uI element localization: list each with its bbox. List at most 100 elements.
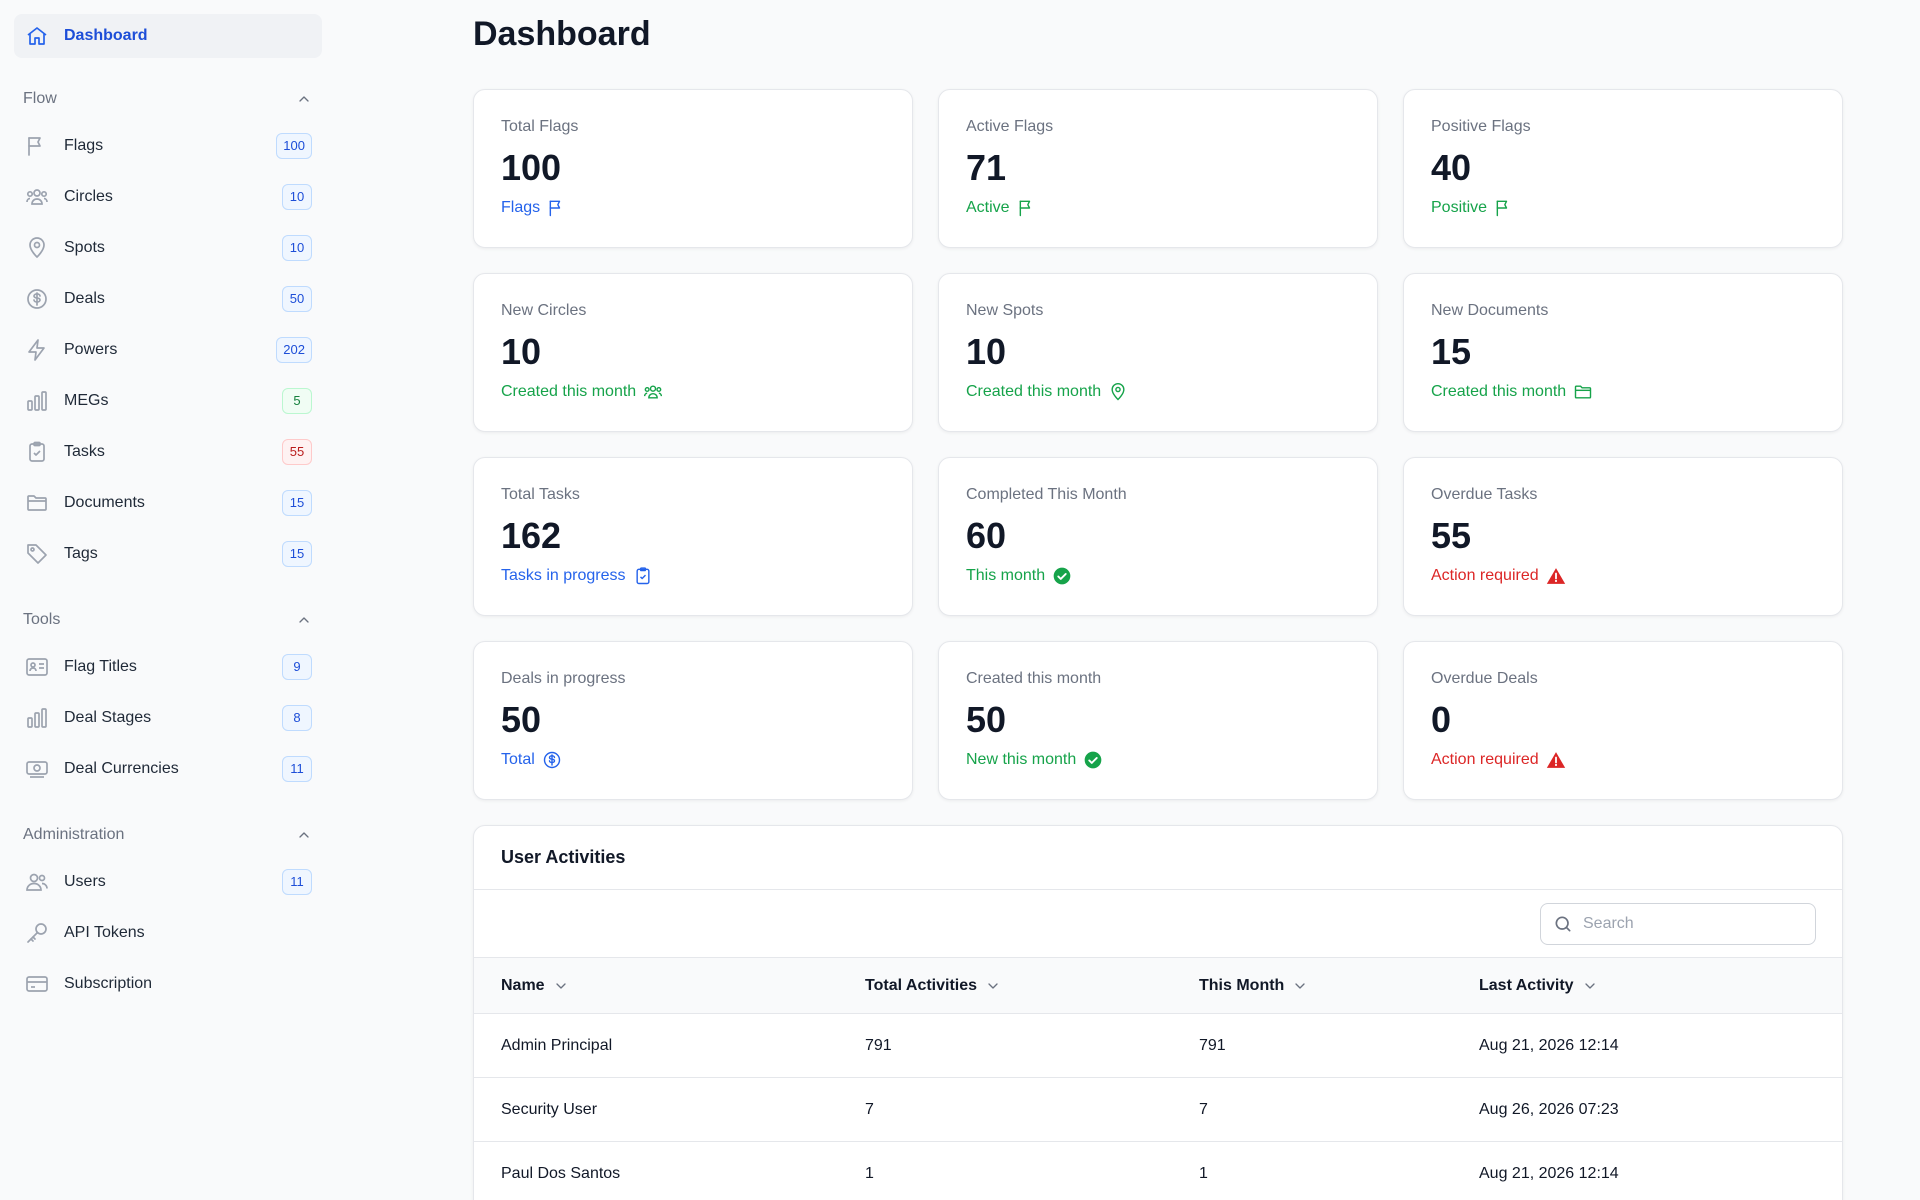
sidebar-item-circles[interactable]: Circles 10	[14, 171, 322, 222]
stat-card-new-spots: New Spots 10 Created this month	[938, 273, 1378, 432]
table-header: Name Total Activities This Month Last Activ…	[474, 958, 1842, 1014]
chevron-up-icon	[296, 612, 312, 628]
stat-card-deals-in-progress: Deals in progress 50 Total	[473, 641, 913, 800]
stat-footer-text: Positive	[1431, 199, 1488, 216]
main-content: Dashboard Total Flags 100 Flags Active Flag…	[473, 0, 1843, 1200]
banknote-icon	[24, 756, 50, 782]
sidebar-item-label: Deal Stages	[64, 708, 152, 726]
sidebar-section-title: Tools	[23, 611, 61, 628]
folder-icon	[1573, 382, 1593, 402]
folder-icon	[24, 490, 50, 516]
stat-value: 162	[501, 515, 562, 556]
sidebar-item-deal-stages[interactable]: Deal Stages 8	[14, 692, 322, 743]
sidebar-item-flag-titles[interactable]: Flag Titles 9	[14, 641, 322, 692]
count-badge: 100	[276, 132, 312, 159]
warning-icon	[1546, 750, 1566, 770]
stat-footer-text: Action required	[1431, 751, 1539, 768]
stat-footer-text: This month	[966, 567, 1046, 584]
sidebar-item-tags[interactable]: Tags 15	[14, 528, 322, 579]
flag-icon	[24, 133, 50, 159]
sidebar-item-api-tokens[interactable]: API Tokens	[14, 907, 322, 958]
stat-footer: Positive	[1431, 198, 1815, 218]
sidebar-item-label: Deals	[64, 289, 105, 307]
table-cell: 7	[865, 1100, 874, 1118]
sidebar-item-documents[interactable]: Documents 15	[14, 477, 322, 528]
count-badge: 11	[282, 755, 312, 782]
stat-footer: Active	[966, 198, 1350, 218]
stat-value: 100	[501, 147, 562, 188]
stat-footer: Tasks in progress	[501, 566, 885, 586]
credit-card-icon	[24, 971, 50, 997]
table-cell: Aug 26, 2026 07:23	[1479, 1100, 1619, 1118]
sidebar-item-label: Flag Titles	[64, 657, 137, 675]
stat-title: Positive Flags	[1431, 118, 1531, 135]
stat-footer-text: New this month	[966, 751, 1077, 768]
column-header-label: Last Activity	[1479, 976, 1574, 994]
sidebar-item-subscription[interactable]: Subscription	[14, 958, 322, 1009]
stat-title: Completed This Month	[966, 486, 1127, 503]
users-group-icon	[643, 382, 663, 402]
sidebar-item-label: Users	[64, 872, 106, 890]
search-box[interactable]	[1540, 902, 1816, 945]
column-header-total-activities[interactable]: Total Activities	[865, 977, 1199, 995]
bar-chart-icon	[24, 705, 50, 731]
table-cell: 1	[1199, 1164, 1208, 1182]
search-input[interactable]	[1583, 914, 1783, 933]
page-title: Dashboard	[473, 15, 651, 53]
table-row[interactable]: Security User 7 7 Aug 26, 2026 07:23	[474, 1078, 1842, 1142]
stat-footer-text: Tasks in progress	[501, 567, 626, 584]
sidebar-section-toggle[interactable]: Administration	[14, 814, 322, 856]
users-icon	[24, 869, 50, 895]
bar-chart-icon	[24, 388, 50, 414]
stat-footer-text: Created this month	[966, 383, 1102, 400]
sidebar-item-powers[interactable]: Powers 202	[14, 324, 322, 375]
column-header-this-month[interactable]: This Month	[1199, 977, 1479, 995]
table-row[interactable]: Admin Principal 791 791 Aug 21, 2026 12:14	[474, 1014, 1842, 1078]
column-header-last-activity[interactable]: Last Activity	[1479, 977, 1779, 995]
stat-title: Active Flags	[966, 118, 1054, 135]
table-row[interactable]: Paul Dos Santos 1 1 Aug 21, 2026 12:14	[474, 1142, 1842, 1200]
stat-footer: Flags	[501, 198, 885, 218]
stat-value: 10	[501, 331, 542, 372]
sidebar-section-title: Administration	[23, 826, 125, 843]
sidebar-section-flow: Flow Flags 100 Circles 10 Spots 10 Deals 50 Power…	[14, 78, 322, 579]
sidebar-item-megs[interactable]: MEGs 5	[14, 375, 322, 426]
count-badge: 8	[282, 704, 312, 731]
count-badge: 55	[282, 438, 312, 465]
chevron-up-icon	[296, 827, 312, 843]
count-badge: 15	[282, 540, 312, 567]
stat-footer-text: Flags	[501, 199, 541, 216]
sidebar-section-toggle[interactable]: Tools	[14, 599, 322, 641]
dollar-circle-icon	[24, 286, 50, 312]
id-card-icon	[24, 654, 50, 680]
sidebar-item-flags[interactable]: Flags 100	[14, 120, 322, 171]
warning-icon	[1546, 566, 1566, 586]
sidebar-item-dashboard[interactable]: Dashboard	[14, 14, 322, 58]
column-header-label: Name	[501, 976, 545, 994]
column-header-name[interactable]: Name	[501, 977, 865, 995]
stat-value: 55	[1431, 515, 1472, 556]
count-badge: 202	[276, 336, 312, 363]
sidebar-item-deals[interactable]: Deals 50	[14, 273, 322, 324]
home-icon	[24, 23, 50, 49]
stat-card-completed-this-month: Completed This Month 60 This month	[938, 457, 1378, 616]
sidebar-section-toggle[interactable]: Flow	[14, 78, 322, 120]
clipboard-icon	[633, 566, 653, 586]
stats-grid: Total Flags 100 Flags Active Flags 71 Active P…	[473, 89, 1843, 800]
stat-footer-text: Active	[966, 199, 1010, 216]
stat-card-total-tasks: Total Tasks 162 Tasks in progress	[473, 457, 913, 616]
stat-footer: Created this month	[966, 382, 1350, 402]
sidebar-item-tasks[interactable]: Tasks 55	[14, 426, 322, 477]
table-cell: Aug 21, 2026 12:14	[1479, 1164, 1619, 1182]
chevron-down-icon	[977, 978, 1001, 994]
stat-value: 60	[966, 515, 1007, 556]
sidebar-item-users[interactable]: Users 11	[14, 856, 322, 907]
sidebar-item-deal-currencies[interactable]: Deal Currencies 11	[14, 743, 322, 794]
check-circle-icon	[1052, 566, 1072, 586]
flag-icon	[547, 198, 567, 218]
table-cell: Security User	[501, 1100, 598, 1118]
check-circle-icon	[1083, 750, 1103, 770]
table-cell: Admin Principal	[501, 1036, 613, 1054]
sidebar-item-spots[interactable]: Spots 10	[14, 222, 322, 273]
stat-footer: Total	[501, 750, 885, 770]
